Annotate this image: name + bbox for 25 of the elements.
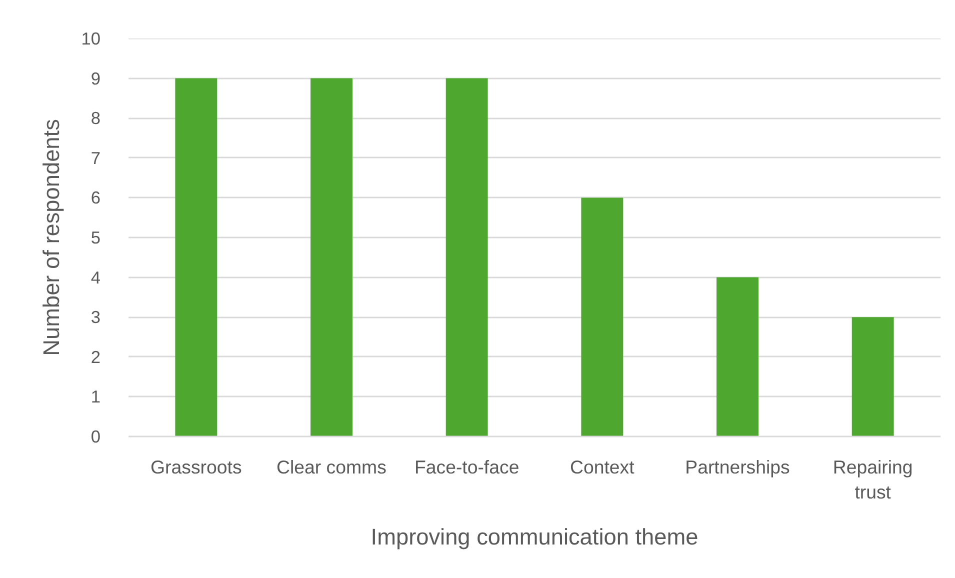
x-tick-label: Context: [570, 456, 636, 478]
bar: [852, 317, 894, 436]
x-tick-label: Partnerships: [685, 456, 790, 478]
x-tick-label: Repairing trust: [832, 456, 913, 503]
y-tick-label: 7: [90, 148, 101, 168]
y-tick-label: 4: [90, 267, 101, 288]
y-tick-label: 5: [90, 228, 101, 248]
y-tick-label: 10: [81, 28, 101, 48]
y-tick-label: 9: [90, 68, 101, 88]
y-axis-title: Number of respondents: [38, 119, 64, 356]
y-tick-label: 2: [90, 346, 101, 367]
bar: [446, 78, 488, 436]
bar: [310, 78, 352, 436]
x-tick-label: Face-to-face: [414, 456, 520, 478]
x-tick-label: Clear comms: [276, 456, 386, 478]
x-axis-title: Improving communication theme: [370, 524, 698, 550]
bar: [716, 277, 758, 436]
y-tick-label: 1: [90, 386, 101, 407]
y-tick-label: 0: [90, 426, 101, 446]
y-tick-label: 6: [90, 188, 101, 208]
x-tick-label: Grassroots: [150, 456, 242, 478]
y-tick-label: 3: [90, 307, 101, 328]
bar: [175, 78, 218, 436]
bar: [581, 198, 624, 436]
y-tick-label: 8: [90, 108, 101, 128]
